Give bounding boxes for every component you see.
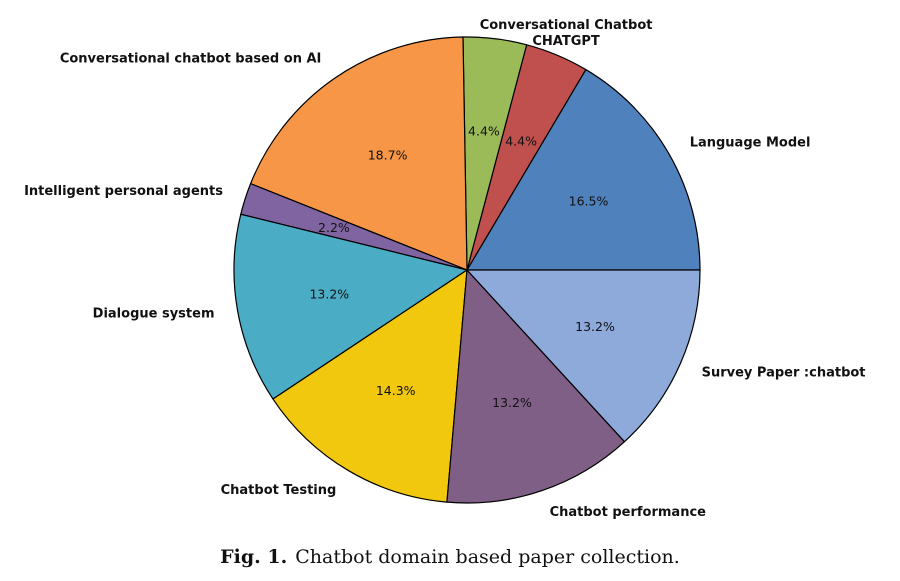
category-label: Dialogue system — [93, 307, 215, 322]
caption-text: Chatbot domain based paper collection. — [295, 546, 680, 568]
figure-caption: Fig. 1. Chatbot domain based paper collec… — [0, 546, 900, 568]
category-label: Conversational Chatbot CHATGPT — [480, 18, 653, 49]
pie-slice-chatbot-testing — [272, 269, 468, 503]
pct-label: 16.5% — [569, 193, 609, 208]
category-labels: Language Model Conversational Chatbot CHAT… — [24, 18, 865, 520]
pie-slice-language-model — [466, 68, 701, 271]
category-label: Survey Paper :chatbot — [702, 366, 866, 381]
pie-chart: 16.5% 4.4% 4.4% 18.7% 2.2% 13.2% 14.3% 13.2% 13.… — [24, 18, 865, 520]
percentage-labels: 16.5% 4.4% 4.4% 18.7% 2.2% 13.2% 14.3% 13.2% 13.… — [309, 124, 615, 410]
pct-label: 13.2% — [309, 287, 349, 302]
pie-slice-dialogue-system — [233, 213, 468, 400]
category-label: Chatbot Testing — [221, 483, 337, 498]
category-label: Intelligent personal agents — [24, 184, 223, 199]
category-label: Chatbot performance — [550, 505, 707, 520]
pct-label: 13.2% — [575, 319, 615, 334]
pie-slice-conversational-chatbot-based-on-ai — [250, 36, 468, 271]
pct-label: 4.4% — [505, 134, 537, 149]
category-label: Conversational chatbot based on AI — [60, 52, 322, 67]
pct-label: 4.4% — [468, 124, 500, 139]
category-label: Language Model — [690, 136, 811, 151]
figure-number: Fig. 1. — [220, 546, 288, 568]
pie-slice-survey-paper-chatbot — [466, 269, 701, 443]
pie-slices — [233, 36, 701, 504]
pct-label: 14.3% — [376, 383, 416, 398]
pct-label: 18.7% — [368, 147, 408, 162]
pie-slice-chatbot-performance — [446, 269, 626, 504]
pct-label: 13.2% — [492, 395, 532, 410]
pct-label: 2.2% — [318, 220, 350, 235]
